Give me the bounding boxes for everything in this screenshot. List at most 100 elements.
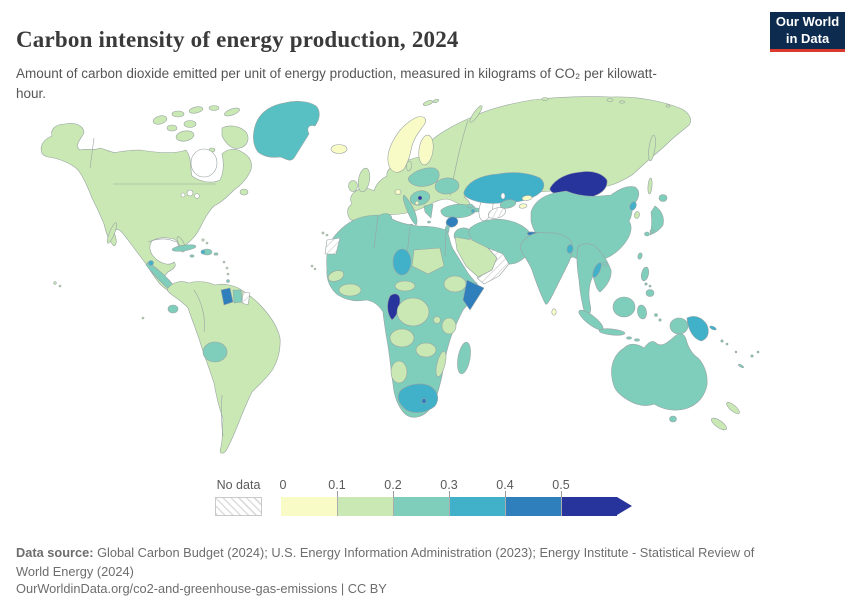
map-region-madagascar[interactable] xyxy=(455,341,472,375)
map-region-drc[interactable] xyxy=(396,297,430,327)
map-region-great-lakes xyxy=(180,189,200,199)
page-title: Carbon intensity of energy production, 2… xyxy=(16,27,459,53)
map-region-baja-california[interactable] xyxy=(106,222,119,244)
map-region-cuba[interactable] xyxy=(171,244,197,253)
map-region-kamchatka[interactable] xyxy=(647,134,657,162)
map-region-central-europe[interactable] xyxy=(407,167,440,187)
legend-bin-1[interactable] xyxy=(337,497,393,516)
owid-url-link[interactable]: OurWorldinData.org/co2-and-greenhouse-ga… xyxy=(16,580,338,596)
map-region-namibia[interactable] xyxy=(390,360,408,384)
legend-bin-2[interactable] xyxy=(393,497,449,516)
map-region-tajikistan[interactable] xyxy=(518,203,528,209)
map-region-atlantic-islands[interactable] xyxy=(310,231,329,271)
map-region-greenland[interactable] xyxy=(253,101,320,161)
map-region-hawaii[interactable] xyxy=(53,281,62,288)
map-region-oman-uae[interactable] xyxy=(476,247,510,285)
map-region-sulawesi[interactable] xyxy=(636,304,647,320)
map-region-taiwan[interactable] xyxy=(637,252,643,260)
map-region-iceland[interactable] xyxy=(330,144,348,154)
map-region-ghana-ivory-coast[interactable] xyxy=(338,283,362,297)
map-region-guinea[interactable] xyxy=(327,269,345,284)
map-region-north-korea[interactable] xyxy=(628,201,637,212)
map-region-kosovo[interactable] xyxy=(417,195,423,201)
map-region-ukraine[interactable] xyxy=(434,177,460,195)
map-region-puerto-rico[interactable] xyxy=(213,252,219,256)
map-region-french-guiana[interactable] xyxy=(241,291,251,306)
owid-logo[interactable]: Our World in Data xyxy=(770,12,845,52)
map-region-kenya[interactable] xyxy=(441,317,457,335)
map-region-south-africa[interactable] xyxy=(397,383,439,413)
map-region-albania[interactable] xyxy=(414,200,420,206)
legend-tick-0-4: 0.4 xyxy=(496,478,514,492)
map-region-chad[interactable] xyxy=(392,248,412,276)
map-region-sudan[interactable] xyxy=(411,247,445,275)
map-region-suriname[interactable] xyxy=(232,289,243,304)
map-region-new-britain[interactable] xyxy=(709,325,717,331)
map-region-switzerland[interactable] xyxy=(394,189,402,195)
map-region-north-america[interactable] xyxy=(40,123,252,293)
map-region-uzbekistan[interactable] xyxy=(499,198,517,209)
map-region-java[interactable] xyxy=(598,328,626,337)
map-region-turkmenistan[interactable] xyxy=(487,205,507,220)
map-region-papua-new-guinea[interactable] xyxy=(686,316,709,342)
map-region-hainan[interactable] xyxy=(602,261,608,267)
map-region-south-korea[interactable] xyxy=(634,211,641,219)
map-region-italy[interactable] xyxy=(402,194,418,226)
map-region-finland[interactable] xyxy=(417,134,435,166)
map-region-eurasia[interactable] xyxy=(347,96,691,221)
map-region-arctic-russian-islands[interactable] xyxy=(422,97,671,124)
legend-bin-0[interactable] xyxy=(281,497,337,516)
map-region-canadian-arctic-islands[interactable] xyxy=(152,105,249,196)
map-region-borneo[interactable] xyxy=(612,296,636,318)
map-region-somalia[interactable] xyxy=(462,279,485,311)
map-region-denmark[interactable] xyxy=(406,160,412,172)
map-region-caribbean-islets[interactable] xyxy=(201,238,230,283)
map-region-scandinavia[interactable] xyxy=(387,116,426,173)
map-region-turkey[interactable] xyxy=(440,203,476,219)
map-region-crete[interactable] xyxy=(427,220,431,224)
map-region-sakhalin[interactable] xyxy=(647,177,653,195)
map-region-kyrgyzstan[interactable] xyxy=(521,195,533,201)
map-region-kazakhstan[interactable] xyxy=(463,172,545,204)
map-region-new-zealand[interactable] xyxy=(710,401,741,432)
map-region-laos[interactable] xyxy=(591,261,603,278)
map-region-angola[interactable] xyxy=(389,328,415,348)
map-region-haiti[interactable] xyxy=(200,249,206,255)
map-region-galapagos[interactable] xyxy=(141,316,145,320)
map-region-aral-sea xyxy=(500,192,506,200)
map-region-central-african-republic[interactable] xyxy=(394,280,416,292)
legend-bin-5[interactable] xyxy=(561,497,617,516)
map-region-uganda[interactable] xyxy=(433,316,441,324)
map-region-jamaica[interactable] xyxy=(189,254,195,258)
map-region-syria[interactable] xyxy=(445,215,460,229)
map-region-pacific-islands[interactable] xyxy=(720,339,760,369)
map-region-guyana[interactable] xyxy=(220,287,234,306)
map-region-lesser-sunda-islands[interactable] xyxy=(626,313,662,342)
map-region-japan[interactable] xyxy=(644,194,668,237)
map-region-greece[interactable] xyxy=(423,203,434,219)
map-region-bangladesh[interactable] xyxy=(566,244,574,254)
legend-no-data-swatch[interactable] xyxy=(215,497,262,516)
map-region-sri-lanka[interactable] xyxy=(551,308,557,316)
map-region-south-america[interactable] xyxy=(167,281,281,454)
legend-bin-3[interactable] xyxy=(449,497,505,516)
map-region-west-papua[interactable] xyxy=(669,317,689,335)
map-region-ecuador[interactable] xyxy=(167,304,179,314)
map-region-india[interactable] xyxy=(519,232,573,305)
map-region-great-britain[interactable] xyxy=(356,167,371,193)
map-region-mozambique[interactable] xyxy=(434,350,448,377)
map-region-australia[interactable] xyxy=(611,333,708,411)
map-region-ireland[interactable] xyxy=(348,180,358,192)
data-source-label: Data source: xyxy=(16,544,94,560)
map-region-ethiopia[interactable] xyxy=(443,275,467,293)
legend-bin-4[interactable] xyxy=(505,497,561,516)
map-region-tasmania[interactable] xyxy=(669,415,677,423)
map-region-western-sahara[interactable] xyxy=(324,237,341,255)
map-region-philippines[interactable] xyxy=(640,266,655,297)
map-region-lesotho[interactable] xyxy=(421,398,427,404)
map-region-bolivia[interactable] xyxy=(202,341,228,363)
map-region-zambia[interactable] xyxy=(415,342,437,358)
legend-color-scale[interactable] xyxy=(281,497,632,516)
border-us-mexico xyxy=(147,238,177,243)
map-region-guatemala[interactable] xyxy=(148,260,154,266)
